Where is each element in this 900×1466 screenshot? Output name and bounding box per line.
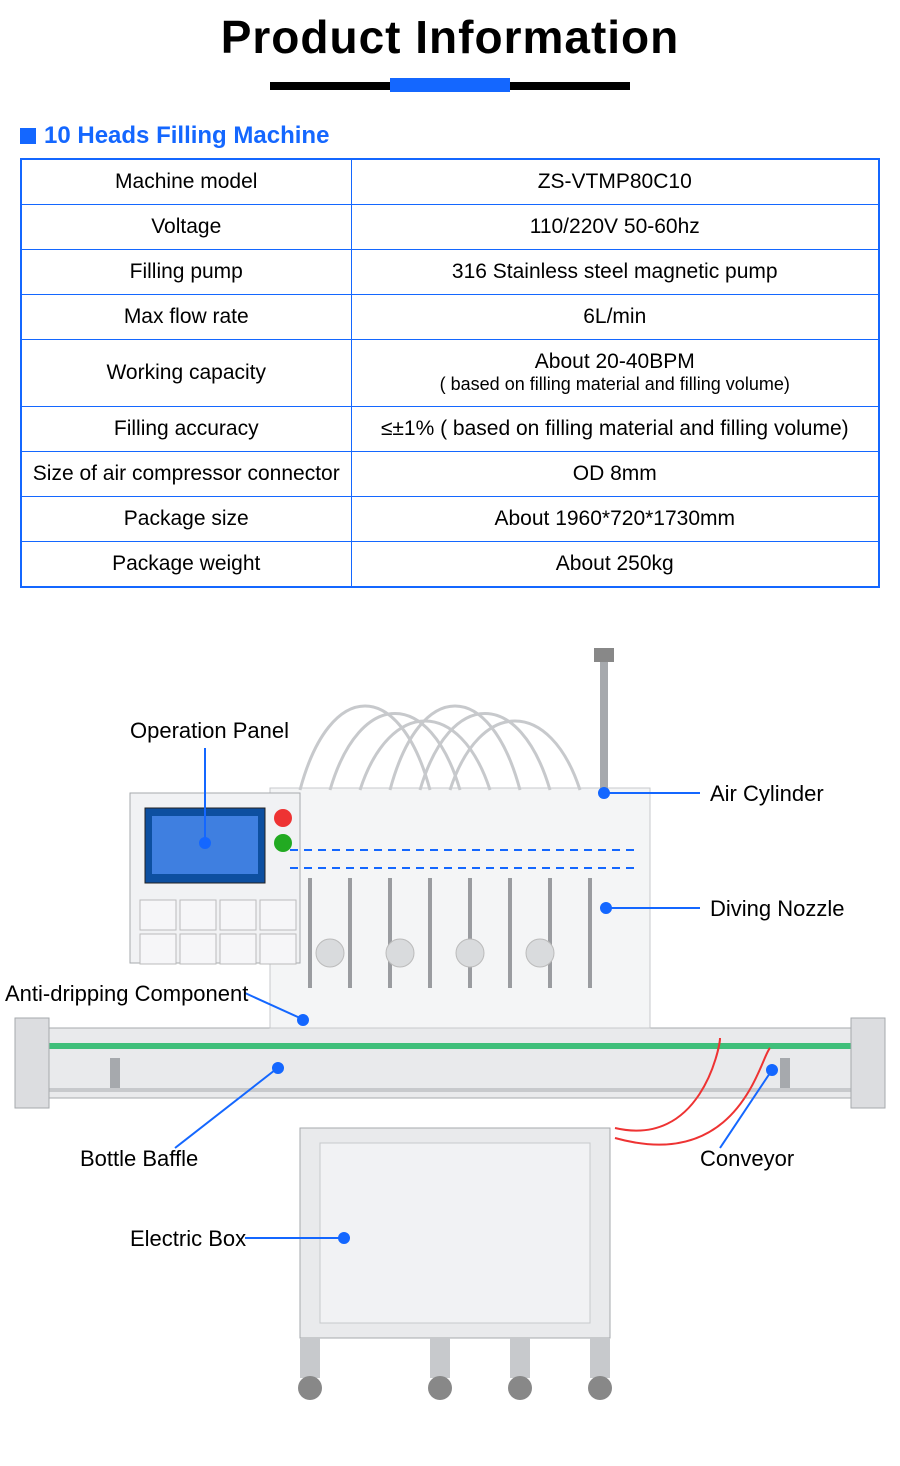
table-row: Filling accuracy≤±1% ( based on filling …: [21, 406, 879, 451]
spec-value: 6L/min: [351, 295, 879, 340]
table-row: Package sizeAbout 1960*720*1730mm: [21, 496, 879, 541]
spec-value: OD 8mm: [351, 451, 879, 496]
spec-label: Package weight: [21, 541, 351, 587]
spec-value: About 20-40BPM( based on filling materia…: [351, 340, 879, 407]
spec-value: About 250kg: [351, 541, 879, 587]
spec-value: 110/220V 50-60hz: [351, 205, 879, 250]
label-bottle-baffle: Bottle Baffle: [80, 1146, 198, 1172]
table-row: Voltage110/220V 50-60hz: [21, 205, 879, 250]
spec-value: About 1960*720*1730mm: [351, 496, 879, 541]
spec-label: Working capacity: [21, 340, 351, 407]
spec-value: 316 Stainless steel magnetic pump: [351, 250, 879, 295]
table-row: Filling pump316 Stainless steel magnetic…: [21, 250, 879, 295]
spec-label: Max flow rate: [21, 295, 351, 340]
spec-value: ZS-VTMP80C10: [351, 159, 879, 205]
spec-label: Package size: [21, 496, 351, 541]
table-row: Size of air compressor connectorOD 8mm: [21, 451, 879, 496]
page-title: Product Information: [0, 10, 900, 64]
label-operation-panel: Operation Panel: [130, 718, 289, 744]
underline-right: [510, 82, 630, 90]
spec-value: ≤±1% ( based on filling material and fil…: [351, 406, 879, 451]
label-electric-box: Electric Box: [130, 1226, 246, 1252]
spec-label: Machine model: [21, 159, 351, 205]
table-row: Working capacityAbout 20-40BPM( based on…: [21, 340, 879, 407]
spec-label: Size of air compressor connector: [21, 451, 351, 496]
label-conveyor: Conveyor: [700, 1146, 794, 1172]
table-row: Max flow rate6L/min: [21, 295, 879, 340]
spec-label: Voltage: [21, 205, 351, 250]
underline-center: [390, 78, 510, 92]
product-diagram: Operation Panel Air Cylinder Diving Nozz…: [0, 618, 900, 1418]
title-underline: [270, 80, 630, 92]
section-title: 10 Heads Filling Machine: [20, 122, 880, 150]
spec-label: Filling accuracy: [21, 406, 351, 451]
section-bullet-icon: [20, 128, 36, 144]
specs-table: Machine modelZS-VTMP80C10Voltage110/220V…: [20, 158, 880, 588]
label-air-cylinder: Air Cylinder: [710, 781, 824, 807]
table-row: Package weightAbout 250kg: [21, 541, 879, 587]
section-title-text: 10 Heads Filling Machine: [44, 122, 329, 150]
table-row: Machine modelZS-VTMP80C10: [21, 159, 879, 205]
page-header: Product Information: [0, 0, 900, 92]
underline-left: [270, 82, 390, 90]
label-diving-nozzle: Diving Nozzle: [710, 896, 845, 922]
label-anti-dripping: Anti-dripping Component: [5, 981, 248, 1007]
spec-label: Filling pump: [21, 250, 351, 295]
